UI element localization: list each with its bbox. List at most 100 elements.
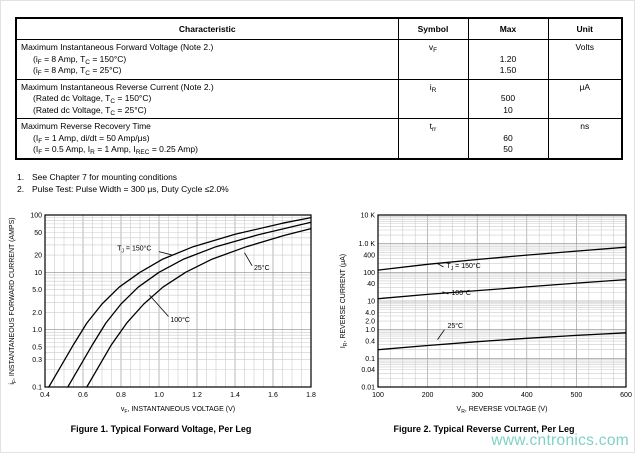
y-tick-label: 1.0	[32, 327, 42, 334]
footnote-text: Pulse Test: Pulse Width = 300 μs, Duty C…	[32, 184, 229, 194]
y-tick-label: 20	[34, 253, 42, 260]
row-title: Maximum Reverse Recovery Time	[21, 121, 151, 131]
label-leader	[442, 291, 449, 295]
row-symbol: iR	[429, 81, 437, 94]
row-unit: Volts	[575, 42, 594, 52]
curve-label: 25°C	[447, 322, 463, 330]
curve-label: TJ = 150°C	[446, 262, 480, 272]
footnote-2: 2. Pulse Test: Pulse Width = 300 μs, Duty…	[17, 183, 229, 195]
figure-2-chart: 10 K 1.0 K 400 100 40 10 4.0 2.01.0 0.4 0.1 0.04 0.…	[340, 213, 632, 416]
figures-row: 100 50 20 10 5.0 2.0 1.0 0.5 0.3 0.1 0.4 0.6 0.8 1.0 1…	[5, 209, 632, 435]
x-tick-label: 1.8	[306, 392, 316, 399]
footnote-number: 1.	[17, 172, 25, 182]
y-tick-label: 400	[363, 253, 375, 260]
label-leader	[244, 252, 253, 267]
x-tick-label: 1.2	[192, 392, 202, 399]
label-leader	[149, 294, 169, 317]
y-tick-label: 5.0	[32, 287, 42, 294]
y-axis-title: IR, REVERSE CURRENT (μA)	[340, 254, 349, 348]
y-tick-label: 0.1	[32, 385, 42, 392]
row-symbol: vF	[428, 42, 438, 54]
footnote-1: 1. See Chapter 7 for mounting conditions	[17, 171, 229, 183]
curve-label: 100°C	[451, 289, 471, 297]
header-symbol: Symbol	[397, 17, 469, 40]
y-tick-label: 0.3	[32, 357, 42, 364]
curve-25C	[86, 227, 312, 388]
row-unit: μA	[579, 81, 591, 92]
curve-label: TJ = 150°C	[117, 245, 151, 255]
x-axis-title: vF, INSTANTANEOUS VOLTAGE (V)	[121, 406, 235, 415]
curve-TJ150C	[377, 246, 627, 271]
y-tick-label: 0.4	[365, 339, 375, 346]
max-value: 1.50	[499, 65, 517, 75]
footnote-text: See Chapter 7 for mounting conditions	[32, 172, 178, 182]
grid	[377, 215, 627, 388]
row-title: Maximum Instantaneous Reverse Current (N…	[21, 81, 214, 92]
figure-1-chart: 100 50 20 10 5.0 2.0 1.0 0.5 0.3 0.10.4 0.6 0.8 1.0 1…	[9, 213, 316, 416]
curve-label: 100°C	[170, 316, 190, 324]
x-tick-label: 1.4	[230, 392, 240, 399]
header-characteristic: Characteristic	[15, 17, 399, 40]
curve-label: 25°C	[254, 264, 270, 272]
figure-2: 10 K 1.0 K 400 100 40 10 4.0 2.0 1.0 0.4 0.1 0.04 0.…	[336, 209, 632, 435]
y-tick-label: 1.0	[365, 327, 375, 334]
row-condition: (iF = 8 Amp, TC = 25°C)	[33, 65, 122, 77]
y-tick-label: 2.0	[32, 310, 42, 317]
curve-TJ150C	[48, 216, 312, 388]
curve-100C	[377, 278, 627, 300]
header-max: Max	[467, 17, 549, 40]
x-tick-label: 100	[372, 392, 384, 399]
y-tick-label: 0.1	[365, 356, 375, 363]
row-title: Maximum Instantaneous Forward Voltage (N…	[21, 42, 214, 52]
y-tick-label: 10	[34, 270, 42, 277]
y-tick-label: 10 K	[361, 213, 376, 220]
figure-1: 100 50 20 10 5.0 2.0 1.0 0.5 0.3 0.1 0.4 0.6 0.8 1.0 1…	[5, 209, 317, 435]
y-tick-label: 10	[367, 299, 375, 306]
max-value: 10	[503, 104, 513, 115]
label-leader	[158, 251, 173, 256]
curve-25C	[377, 332, 627, 351]
figure-1-caption: Figure 1. Typical Forward Voltage, Per L…	[70, 424, 252, 434]
row-condition: (Rated dc Voltage, TC = 25°C)	[33, 104, 147, 117]
max-value: 60	[503, 132, 513, 143]
y-tick-label: 0.04	[361, 367, 375, 374]
footnote-number: 2.	[17, 184, 25, 194]
x-tick-label: 500	[571, 392, 583, 399]
row-condition: (iF = 8 Amp, TC = 150°C)	[33, 53, 127, 66]
y-tick-label: 0.5	[32, 344, 42, 351]
plot-border	[44, 214, 312, 388]
plot-border	[377, 214, 627, 388]
table-header-row: Characteristic Symbol Max Unit	[15, 17, 623, 40]
row-unit: ns	[580, 121, 590, 131]
table-row: Maximum Instantaneous Reverse Current (N…	[15, 78, 623, 119]
characteristics-table-wrap: Characteristic Symbol Max Unit Maximum I…	[15, 17, 623, 160]
y-tick-label: 50	[34, 230, 42, 237]
x-tick-label: 300	[471, 392, 483, 399]
table-row: Maximum Reverse Recovery Time (IF = 1 Am…	[15, 118, 623, 159]
row-symbol: trr	[429, 121, 437, 133]
x-tick-label: 0.8	[116, 392, 126, 399]
y-tick-label: 100	[30, 213, 42, 220]
header-unit: Unit	[547, 17, 623, 40]
x-tick-label: 400	[521, 392, 533, 399]
x-tick-label: 0.4	[40, 392, 50, 399]
row-condition: (IF = 0.5 Amp, IR = 1 Amp, IREC = 0.25 A…	[33, 144, 198, 156]
x-tick-label: 600	[620, 392, 632, 399]
characteristics-table: Characteristic Symbol Max Unit Maximum I…	[15, 17, 623, 160]
watermark: www.cntronics.com	[491, 432, 629, 449]
label-leader	[437, 263, 444, 268]
y-tick-label: 2.0	[365, 319, 375, 326]
y-tick-label: 100	[363, 270, 375, 277]
footnotes: 1. See Chapter 7 for mounting conditions …	[17, 171, 229, 195]
y-tick-label: 0.01	[361, 385, 375, 392]
x-tick-label: 1.0	[154, 392, 164, 399]
grid	[44, 215, 312, 388]
y-tick-label: 1.0 K	[359, 241, 376, 248]
y-tick-label: 4.0	[365, 310, 375, 317]
label-leader	[437, 329, 445, 340]
figure-2-caption: Figure 2. Typical Reverse Current, Per L…	[393, 424, 575, 434]
table-row: Maximum Instantaneous Forward Voltage (N…	[15, 39, 623, 80]
max-value: 50	[503, 144, 513, 154]
y-axis-title: iF, INSTANTANEOUS FORWARD CURRENT (AMPS)	[9, 217, 18, 384]
